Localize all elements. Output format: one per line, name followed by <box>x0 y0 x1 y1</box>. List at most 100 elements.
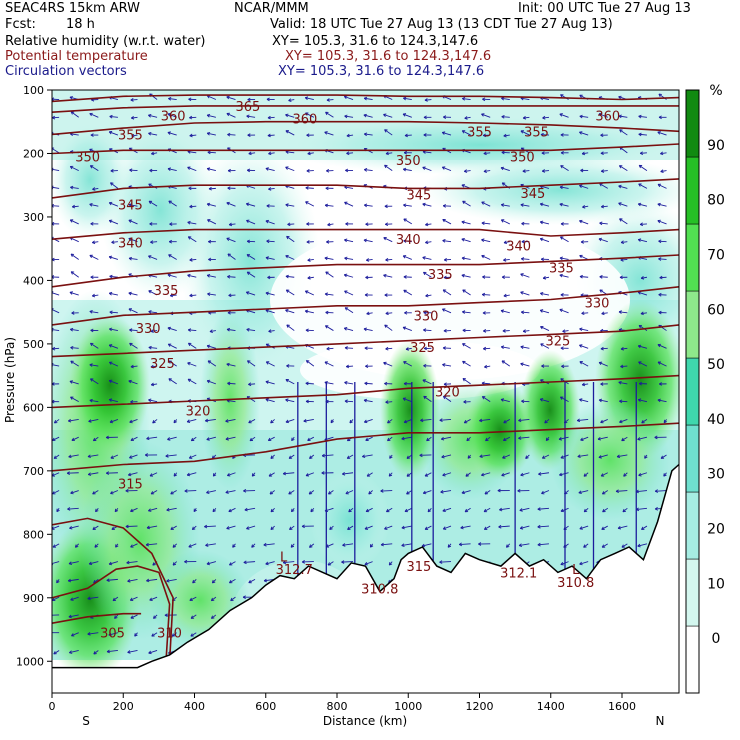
isentrope-line <box>52 120 679 136</box>
vector-arrow <box>68 454 79 458</box>
vector-arrow <box>460 525 471 529</box>
vector-arrow <box>461 238 471 243</box>
vector-arrow <box>344 381 354 385</box>
contour-label: 320 <box>186 405 211 420</box>
vector-arrow <box>542 170 550 172</box>
vector-arrowhead <box>246 271 251 275</box>
vector-arrowhead <box>109 419 114 424</box>
vector-arrowhead <box>108 632 112 637</box>
vector-arrow <box>205 418 216 422</box>
vector-arrowhead <box>618 202 622 206</box>
vector-arrowhead <box>657 131 661 135</box>
vector-arrowhead <box>481 292 486 297</box>
vector-arrowhead <box>108 291 113 296</box>
vector-arrow <box>381 543 393 546</box>
vector-arrowhead <box>95 508 99 513</box>
vector-arrow <box>167 113 177 118</box>
vector-arrowhead <box>152 420 156 424</box>
vector-arrow <box>324 361 334 367</box>
vector-arrowhead <box>442 346 446 350</box>
vector-arrowhead <box>206 344 211 349</box>
vector-arrow <box>658 240 667 243</box>
vector-arrowhead <box>654 435 658 440</box>
vector-arrow <box>285 130 295 136</box>
vector-arrowhead <box>265 167 269 171</box>
vector-arrow <box>483 152 491 155</box>
vector-arrow <box>305 201 315 207</box>
vector-arrowhead <box>520 310 525 315</box>
vector-arrowhead <box>266 204 270 208</box>
vector-arrow <box>286 324 295 331</box>
vector-arrowhead <box>442 218 446 223</box>
vector-arrowhead <box>189 204 193 209</box>
vector-arrowhead <box>640 276 645 280</box>
vector-arrow <box>187 378 197 385</box>
vector-arrow <box>501 346 510 349</box>
vector-arrow <box>206 436 216 441</box>
vector-arrow <box>109 380 119 385</box>
vector-arrowhead <box>265 219 269 224</box>
vector-arrow <box>443 395 452 403</box>
vector-arrowhead <box>422 490 427 495</box>
field2-xy: XY= 105.3, 31.6 to 124.3,147.6 <box>285 49 492 64</box>
vector-arrowhead <box>172 562 177 566</box>
vector-arrowhead <box>210 615 215 619</box>
vector-arrow <box>128 472 138 476</box>
vector-arrowhead <box>187 342 192 347</box>
vector-arrow <box>306 360 315 367</box>
y-tick-label: 500 <box>23 338 44 351</box>
vector-arrowhead <box>637 398 642 403</box>
vector-arrowhead <box>87 454 91 459</box>
vector-arrow <box>579 115 589 118</box>
vector-arrowhead <box>481 238 485 242</box>
vector-arrow <box>70 186 79 189</box>
vector-arrowhead <box>579 131 583 135</box>
vector-arrowhead <box>47 614 50 617</box>
vector-arrowhead <box>423 395 427 400</box>
vector-arrowhead <box>287 222 291 227</box>
vector-arrow <box>226 96 236 100</box>
vector-arrow <box>344 115 354 118</box>
colorbar-tick-label: 30 <box>707 467 725 483</box>
vector-arrowhead <box>310 508 314 513</box>
extremum-annotation: L <box>280 551 288 566</box>
colorbar-tick-label: 80 <box>707 193 725 209</box>
vector-arrow <box>363 399 373 403</box>
vector-arrow <box>207 219 217 225</box>
vector-arrow <box>226 400 236 403</box>
vector-arrowhead <box>130 508 134 513</box>
vector-arrow <box>657 344 667 349</box>
vector-arrow <box>344 201 354 207</box>
vector-arrowhead <box>559 273 563 278</box>
vector-arrowhead <box>87 472 92 476</box>
vector-arrowhead <box>539 309 544 313</box>
vector-arrowhead <box>600 346 604 351</box>
vector-arrowhead <box>150 382 155 387</box>
vector-arrow <box>462 360 471 367</box>
vector-arrow <box>168 98 177 100</box>
vector-arrowhead <box>579 561 583 566</box>
vector-arrowhead <box>108 561 113 566</box>
vector-arrow <box>190 632 197 637</box>
vector-arrow <box>577 454 589 458</box>
vector-arrow <box>71 632 79 637</box>
vector-arrow <box>129 454 138 459</box>
vector-arrowhead <box>189 293 193 298</box>
vector-arrow <box>543 276 550 279</box>
vector-arrowhead <box>577 454 581 459</box>
vector-arrowhead <box>151 633 155 637</box>
vector-arrow <box>70 396 79 403</box>
x-tick-label: 600 <box>255 700 276 713</box>
vector-arrowhead <box>306 133 310 138</box>
field1-name: Relative humidity (w.r.t. water) <box>5 34 206 49</box>
vector-arrow <box>402 113 412 118</box>
vector-arrow <box>635 490 647 493</box>
vector-arrow <box>344 257 354 260</box>
vector-arrow <box>422 379 432 385</box>
vector-arrowhead <box>89 254 93 259</box>
colorbar-swatch <box>685 558 700 627</box>
vector-arrowhead <box>576 418 581 423</box>
vector-arrowhead <box>265 398 269 402</box>
vector-arrowhead <box>600 169 605 173</box>
vector-arrowhead <box>153 615 157 619</box>
